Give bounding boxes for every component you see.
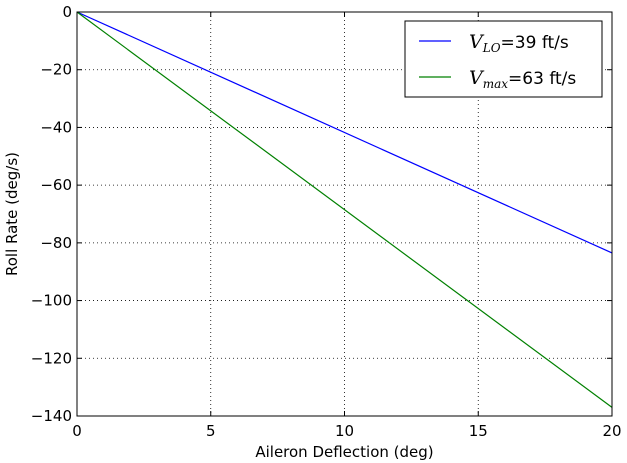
axis-ticks xyxy=(76,11,613,417)
y-tick-label: −20 xyxy=(40,61,72,79)
legend-box xyxy=(404,20,603,98)
y-tick-label: −60 xyxy=(40,176,72,194)
series-line xyxy=(76,11,613,408)
y-tick-label: −140 xyxy=(31,407,72,425)
legend: VLO=39 ft/s Vmax=63 ft/s xyxy=(404,20,603,98)
x-tick-label: 5 xyxy=(206,422,216,440)
x-tick-label: 15 xyxy=(469,422,488,440)
x-tick-label: 20 xyxy=(602,422,621,440)
legend-entry: Vmax=63 ft/s xyxy=(469,67,576,91)
tick-labels: 0 5 10 15 20 0 −20 −40 −60 −80 −100 −120 −140 xyxy=(31,3,622,440)
y-axis-label: Roll Rate (deg/s) xyxy=(3,152,21,276)
series-lines xyxy=(76,11,613,408)
y-tick-label: −100 xyxy=(31,292,72,310)
y-tick-label: 0 xyxy=(62,3,72,21)
series-line xyxy=(76,11,613,254)
y-tick-label: −120 xyxy=(31,349,72,367)
legend-entry: VLO=39 ft/s xyxy=(469,31,569,55)
x-tick-label: 10 xyxy=(335,422,354,440)
x-axis-label: Aileron Deflection (deg) xyxy=(255,443,433,461)
x-tick-label: 0 xyxy=(72,422,82,440)
y-tick-label: −40 xyxy=(40,118,72,136)
y-tick-label: −80 xyxy=(40,234,72,252)
